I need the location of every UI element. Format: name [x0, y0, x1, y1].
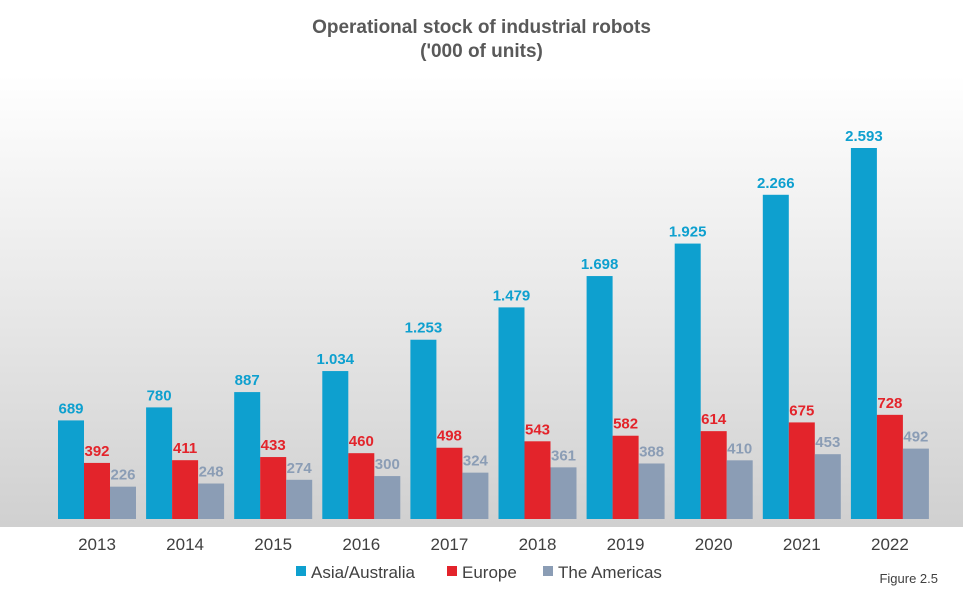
bar-the-americas-2015: [286, 479, 313, 519]
legend-label-asia-australia: Asia/Australia: [311, 563, 415, 582]
legend-label-europe: Europe: [462, 563, 517, 582]
data-label-europe-2018: 543: [525, 421, 550, 438]
data-label-asia-australia-2014: 780: [147, 387, 172, 404]
bar-asia-australia-2013: [58, 420, 84, 519]
bar-europe-2015: [260, 457, 287, 519]
bar-asia-australia-2016: [322, 371, 349, 519]
x-tick-label-2013: 2013: [78, 535, 116, 554]
legend-swatch-the-americas: [543, 566, 553, 576]
legend-swatch-europe: [447, 566, 457, 576]
x-tick-label-2020: 2020: [695, 535, 733, 554]
bar-asia-australia-2014: [146, 407, 173, 519]
bar-europe-2018: [524, 441, 551, 519]
data-label-the-americas-2018: 361: [551, 447, 576, 464]
bar-europe-2017: [436, 447, 463, 519]
data-label-asia-australia-2018: 1.479: [493, 287, 531, 304]
bar-asia-australia-2020: [674, 243, 701, 519]
x-tick-label-2016: 2016: [342, 535, 380, 554]
bar-europe-2020: [700, 431, 727, 519]
data-label-asia-australia-2020: 1.925: [669, 224, 707, 241]
x-tick-label-2019: 2019: [607, 535, 645, 554]
data-label-the-americas-2017: 324: [463, 453, 489, 470]
x-tick-label-2018: 2018: [519, 535, 557, 554]
data-label-asia-australia-2022: 2.593: [845, 128, 883, 145]
bar-the-americas-2019: [638, 463, 665, 519]
x-tick-label-2021: 2021: [783, 535, 821, 554]
legend-swatch-asia-australia: [296, 566, 306, 576]
data-label-europe-2022: 728: [877, 395, 902, 412]
bar-the-americas-2017: [462, 472, 489, 519]
x-tick-label-2015: 2015: [254, 535, 292, 554]
data-label-asia-australia-2015: 887: [235, 372, 260, 389]
bar-the-americas-2014: [198, 483, 225, 519]
data-label-the-americas-2019: 388: [639, 443, 664, 460]
bar-europe-2013: [84, 462, 110, 519]
bar-the-americas-2021: [814, 454, 841, 519]
data-label-asia-australia-2021: 2.266: [757, 175, 795, 192]
bar-asia-australia-2018: [498, 307, 525, 519]
data-label-europe-2015: 433: [261, 437, 286, 454]
data-label-the-americas-2013: 226: [110, 467, 135, 484]
bar-the-americas-2013: [110, 486, 136, 519]
data-label-europe-2020: 614: [701, 411, 727, 428]
data-label-the-americas-2022: 492: [903, 429, 928, 446]
bar-asia-australia-2017: [410, 339, 437, 519]
data-label-europe-2013: 392: [84, 443, 109, 460]
legend-label-the-americas: The Americas: [558, 563, 662, 582]
data-label-asia-australia-2013: 689: [58, 400, 83, 417]
data-label-europe-2021: 675: [789, 402, 814, 419]
bar-the-americas-2016: [374, 476, 401, 519]
bar-asia-australia-2021: [762, 194, 789, 519]
data-label-asia-australia-2019: 1.698: [581, 256, 619, 273]
data-label-the-americas-2015: 274: [287, 460, 313, 477]
bar-asia-australia-2022: [850, 148, 877, 519]
figure-label: Figure 2.5: [879, 571, 938, 586]
bar-the-americas-2018: [550, 467, 577, 519]
bar-europe-2019: [612, 435, 639, 519]
data-label-the-americas-2021: 453: [815, 434, 840, 451]
data-label-europe-2017: 498: [437, 428, 462, 445]
bar-the-americas-2022: [902, 448, 929, 519]
bar-europe-2016: [348, 453, 375, 519]
bar-asia-australia-2019: [586, 276, 613, 519]
x-tick-label-2014: 2014: [166, 535, 204, 554]
data-label-asia-australia-2016: 1.034: [317, 351, 355, 368]
chart-title: Operational stock of industrial robots: [312, 17, 651, 38]
data-label-europe-2014: 411: [173, 440, 197, 457]
bar-europe-2022: [876, 414, 903, 519]
bar-the-americas-2020: [726, 460, 753, 519]
data-label-the-americas-2020: 410: [727, 440, 752, 457]
data-label-the-americas-2016: 300: [375, 456, 400, 473]
x-tick-label-2022: 2022: [871, 535, 909, 554]
bar-europe-2014: [172, 460, 199, 519]
bar-europe-2021: [788, 422, 815, 519]
data-label-the-americas-2014: 248: [199, 464, 224, 481]
data-label-europe-2019: 582: [613, 416, 638, 433]
chart-subtitle: ('000 of units): [420, 41, 543, 62]
data-label-europe-2016: 460: [349, 433, 374, 450]
bar-asia-australia-2015: [234, 392, 261, 519]
x-tick-label-2017: 2017: [430, 535, 468, 554]
data-label-asia-australia-2017: 1.253: [405, 320, 443, 337]
